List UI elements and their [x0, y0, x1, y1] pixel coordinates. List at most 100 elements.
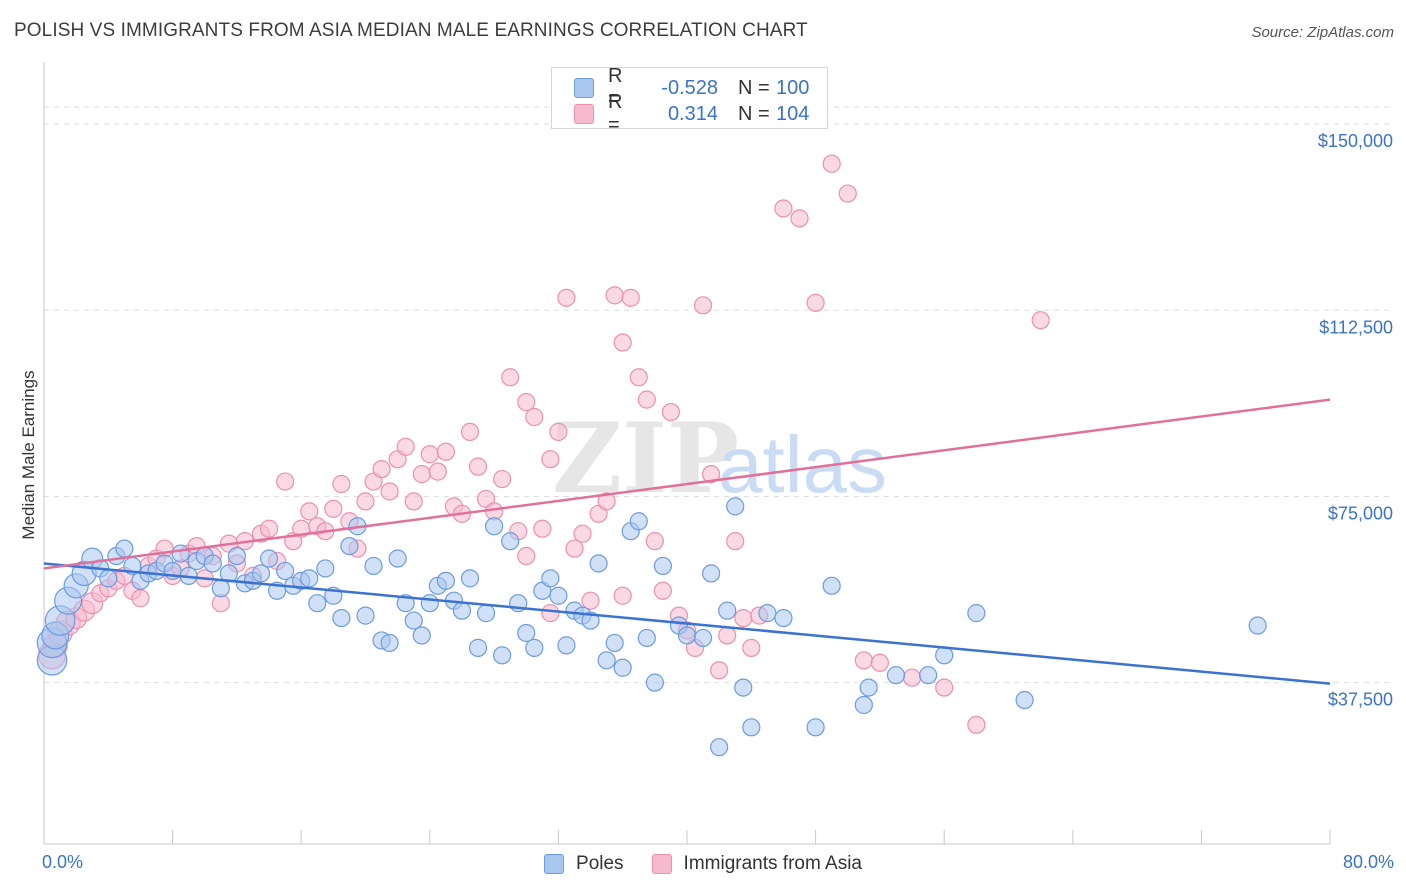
x-axis-max-label: 80.0%: [1342, 852, 1394, 872]
x-axis-min-label: 0.0%: [42, 852, 84, 872]
asia-point: [533, 519, 552, 538]
asia-point: [935, 678, 954, 697]
poles-legend-swatch: [544, 854, 565, 874]
poles-point: [1015, 690, 1034, 710]
poles-point: [211, 579, 230, 598]
legend-item-asia[interactable]: Immigrants from Asia: [651, 853, 862, 875]
y-axis-title: Median Male Earnings: [19, 370, 38, 540]
poles-point: [412, 626, 431, 645]
poles-point: [557, 636, 576, 655]
legend-n-value: 100: [776, 76, 810, 99]
poles-point: [629, 512, 648, 531]
y-tick-labels: $37,500 $75,000 $112,500 $150,000: [1318, 131, 1393, 710]
y-tick-label: $112,500: [1319, 317, 1393, 337]
legend-n-label: N =: [738, 76, 770, 99]
series-legend: Poles Immigrants from Asia: [0, 850, 1406, 878]
poles-point: [476, 604, 496, 623]
series-asia-points: [37, 154, 1050, 734]
poles-point: [653, 556, 672, 576]
asia-point: [718, 626, 737, 645]
poles-point: [581, 611, 600, 630]
asia-point: [300, 502, 319, 521]
poles-point: [774, 608, 793, 628]
poles-point: [859, 678, 878, 697]
asia-point: [428, 462, 447, 481]
zipatlas-watermark: ZIP atlas: [552, 402, 887, 515]
asia-point: [557, 288, 576, 307]
poles-point: [806, 718, 825, 737]
poles-point: [702, 564, 721, 583]
asia-point: [517, 546, 536, 566]
poles-point: [919, 666, 938, 685]
asia-point: [468, 457, 488, 476]
poles-point: [380, 633, 399, 653]
poles-point: [493, 646, 512, 665]
asia-point: [854, 651, 873, 670]
asia-point: [742, 638, 761, 657]
asia-point: [870, 653, 890, 672]
asia-point: [493, 469, 512, 489]
legend-row-poles: R = -0.528 N = 100: [574, 65, 810, 110]
poles-point: [541, 569, 560, 588]
asia-point: [541, 604, 560, 623]
asia-point: [404, 492, 423, 511]
watermark-atlas: atlas: [718, 420, 887, 509]
poles-point: [886, 666, 906, 685]
poles-point: [854, 695, 873, 715]
asia-point: [517, 393, 536, 412]
asia-point: [581, 591, 600, 610]
poles-point: [605, 633, 624, 653]
poles-point: [589, 554, 608, 573]
watermark-zip: ZIP: [552, 402, 739, 515]
asia-point: [605, 286, 624, 305]
asia-point: [629, 368, 648, 387]
y-tick-label: $150,000: [1318, 131, 1393, 151]
poles-trend-line: [43, 562, 1331, 685]
asia-point: [525, 407, 544, 427]
poles-point: [171, 544, 190, 563]
poles-point: [726, 497, 745, 516]
asia-point: [1031, 311, 1050, 330]
poles-point: [693, 628, 713, 648]
poles-point: [822, 576, 841, 595]
legend-label-asia: Immigrants from Asia: [683, 853, 862, 874]
asia-point: [710, 661, 729, 680]
poles-point: [734, 678, 753, 697]
chart-title: POLISH VS IMMIGRANTS FROM ASIA MEDIAN MA…: [14, 20, 808, 41]
poles-point: [967, 604, 986, 623]
asia-point: [597, 492, 616, 511]
asia-point: [396, 437, 415, 456]
source-credit: Source: ZipAtlas.com: [1251, 24, 1394, 41]
trend-lines: [43, 398, 1331, 685]
legend-r-label: R =: [608, 91, 623, 136]
asia-point: [902, 668, 922, 687]
asia-point: [420, 445, 439, 464]
asia-point: [549, 422, 568, 441]
asia-point: [702, 465, 721, 484]
asia-point: [565, 539, 584, 558]
poles-point: [404, 611, 423, 630]
asia-point: [356, 492, 375, 511]
poles-point: [758, 604, 777, 623]
correlation-legend: R = -0.528 N = 100 R = 0.314 N = 104: [551, 65, 828, 136]
poles-point: [460, 569, 480, 588]
legend-n-label: N =: [738, 102, 770, 125]
legend-r-label: R =: [608, 65, 623, 110]
asia-point: [380, 482, 399, 501]
asia-point: [573, 524, 592, 543]
legend-item-poles[interactable]: Poles: [544, 853, 624, 875]
asia-point: [967, 715, 986, 734]
poles-point: [332, 608, 351, 628]
poles-point: [203, 554, 222, 573]
poles-point: [468, 638, 488, 657]
poles-point: [742, 718, 761, 737]
asia-swatch: [574, 104, 594, 124]
poles-point: [501, 532, 520, 551]
asia-point: [637, 390, 656, 409]
asia-point: [259, 519, 279, 538]
asia-point: [332, 474, 351, 494]
poles-point: [356, 606, 375, 625]
poles-point: [340, 536, 359, 556]
y-tick-label: $37,500: [1328, 690, 1393, 710]
asia-point: [661, 402, 681, 422]
